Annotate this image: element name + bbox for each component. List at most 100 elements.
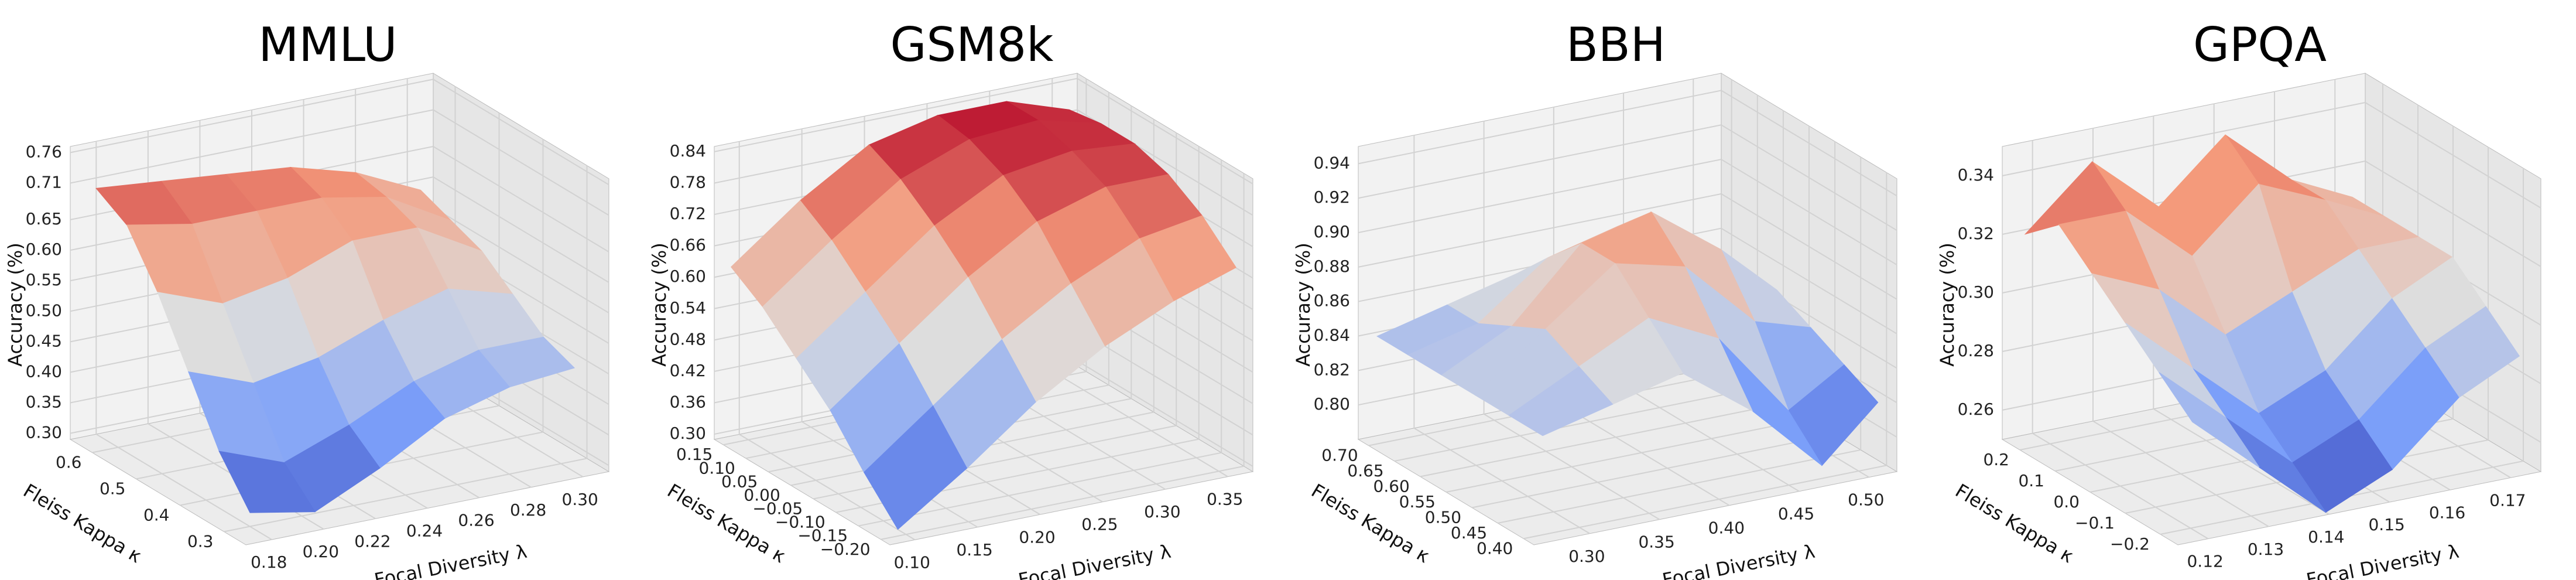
z-grid-line xyxy=(433,109,609,216)
z-tick-label: 0.30 xyxy=(1958,282,1994,302)
z-grid-line xyxy=(714,77,1078,152)
panel: 0.26 0.28 0.30 0.32 0.34 0.12 0.13 0.14 0.15 0.16… xyxy=(1936,18,2542,580)
x-tick-label: 0.13 xyxy=(2248,540,2284,559)
z-tick-label: 0.26 xyxy=(1958,400,1994,419)
z-grid-line xyxy=(433,176,609,283)
z-tick-label: 0.76 xyxy=(26,142,62,161)
x-grid-line xyxy=(1051,370,1228,477)
y-grid-line xyxy=(1471,434,1835,509)
x-tick-label: 0.14 xyxy=(2308,527,2344,547)
z-axis-label: Accuracy (%) xyxy=(648,243,670,367)
y-tick-label: −0.05 xyxy=(752,499,803,518)
chart-title: GPQA xyxy=(2193,18,2327,72)
x-tick-label: 0.18 xyxy=(251,552,287,572)
x-grid-line xyxy=(739,434,916,541)
z-tick-label: 0.65 xyxy=(26,209,62,228)
chart-title: MMLU xyxy=(258,18,397,72)
x-tick-label: 0.16 xyxy=(2429,503,2465,522)
chart-title: GSM8k xyxy=(890,18,1054,72)
y-tick-label: 0.5 xyxy=(100,479,126,499)
y-tick-label: 0.05 xyxy=(721,472,758,491)
x-tick-label: 0.25 xyxy=(1081,515,1118,534)
x-grid-line xyxy=(95,434,272,540)
y-tick-label: 0.1 xyxy=(2018,471,2044,490)
z-tick-label: 0.84 xyxy=(670,141,706,161)
z-grid-line xyxy=(1077,78,1253,185)
z-grid-line xyxy=(2002,102,2366,176)
x-tick-label: 0.22 xyxy=(354,531,390,551)
y-tick-label: −0.10 xyxy=(775,513,825,532)
z-grid-line xyxy=(433,146,609,253)
z-grid-line xyxy=(1358,193,1722,268)
x-tick-label: 0.24 xyxy=(406,521,443,541)
x-tick-label: 0.28 xyxy=(510,500,546,520)
z-tick-label: 0.66 xyxy=(670,236,706,255)
z-tick-label: 0.71 xyxy=(26,173,62,192)
x-tick-label: 0.26 xyxy=(458,511,494,530)
z-tick-label: 0.48 xyxy=(670,329,706,349)
z-tick-label: 0.54 xyxy=(670,298,706,318)
z-tick-label: 0.30 xyxy=(670,424,706,443)
z-grid-line xyxy=(1358,90,1722,165)
z-tick-label: 0.84 xyxy=(1314,326,1350,345)
y-tick-label: 0.15 xyxy=(676,445,712,464)
x-tick-label: 0.45 xyxy=(1778,504,1814,524)
y-tick-label: 0.4 xyxy=(143,506,170,525)
z-tick-label: 0.35 xyxy=(26,393,62,412)
z-tick-label: 0.94 xyxy=(1314,153,1350,172)
x-tick-label: 0.17 xyxy=(2489,490,2526,510)
y-tick-label: −0.1 xyxy=(2075,513,2115,533)
x-axis-label: Focal Diversity λ xyxy=(1660,540,1817,580)
z-tick-label: 0.60 xyxy=(670,267,706,286)
z-grid-line xyxy=(1077,360,1253,467)
z-tick-label: 0.90 xyxy=(1314,222,1350,241)
y-tick-label: 0.50 xyxy=(1425,507,1461,527)
z-axis-label: Accuracy (%) xyxy=(4,243,26,367)
z-tick-label: 0.50 xyxy=(26,301,62,320)
z-grid-line xyxy=(1358,159,1722,234)
x-tick-label: 0.40 xyxy=(1708,518,1745,538)
z-tick-label: 0.40 xyxy=(26,361,62,381)
z-tick-label: 0.42 xyxy=(670,361,706,380)
x-tick-label: 0.20 xyxy=(303,542,339,561)
z-tick-label: 0.92 xyxy=(1314,187,1350,207)
x-tick-label: 0.50 xyxy=(1848,490,1884,510)
y-tick-label: 0.55 xyxy=(1399,492,1436,511)
panel: 0.30 0.35 0.40 0.45 0.50 0.55 0.60 0.65 0.71 0.76… xyxy=(4,18,610,580)
x-tick-label: 0.30 xyxy=(1144,502,1180,521)
y-tick-label: 0.60 xyxy=(1373,477,1410,496)
y-grid-line xyxy=(858,452,1222,527)
x-tick-label: 0.35 xyxy=(1638,533,1674,552)
z-tick-label: 0.72 xyxy=(670,204,706,223)
z-tick-label: 0.78 xyxy=(670,173,706,192)
y-grid-line xyxy=(1498,449,1861,524)
z-tick-label: 0.32 xyxy=(1958,224,1994,243)
y-tick-label: −0.15 xyxy=(797,526,848,545)
z-tick-label: 0.34 xyxy=(1958,165,1994,185)
z-tick-label: 0.36 xyxy=(670,393,706,412)
x-tick-label: 0.10 xyxy=(894,552,930,572)
z-grid-line xyxy=(433,79,609,186)
y-tick-label: 0.40 xyxy=(1477,538,1513,558)
z-axis-label: Accuracy (%) xyxy=(1936,243,1958,367)
z-grid-line xyxy=(1077,329,1253,436)
y-grid-line xyxy=(881,465,1244,540)
z-tick-label: 0.88 xyxy=(1314,257,1350,276)
y-tick-label: 0.2 xyxy=(1983,450,2009,469)
y-grid-line xyxy=(1420,402,1784,477)
y-axis-label: Fleiss Kappa κ xyxy=(19,479,146,567)
z-tick-label: 0.30 xyxy=(26,423,62,442)
y-tick-label: 0.00 xyxy=(744,485,780,504)
z-tick-label: 0.82 xyxy=(1314,360,1350,379)
x-axis-label: Focal Diversity λ xyxy=(372,540,529,580)
x-tick-label: 0.30 xyxy=(562,490,598,509)
z-grid-line xyxy=(433,207,609,314)
z-tick-label: 0.86 xyxy=(1314,291,1350,311)
y-tick-label: 0.3 xyxy=(187,532,214,551)
y-grid-line xyxy=(1523,465,1887,540)
surface-face xyxy=(218,451,316,513)
y-grid-line xyxy=(1445,418,1810,493)
surface-face xyxy=(1508,366,1614,436)
y-grid-line xyxy=(1394,387,1758,462)
